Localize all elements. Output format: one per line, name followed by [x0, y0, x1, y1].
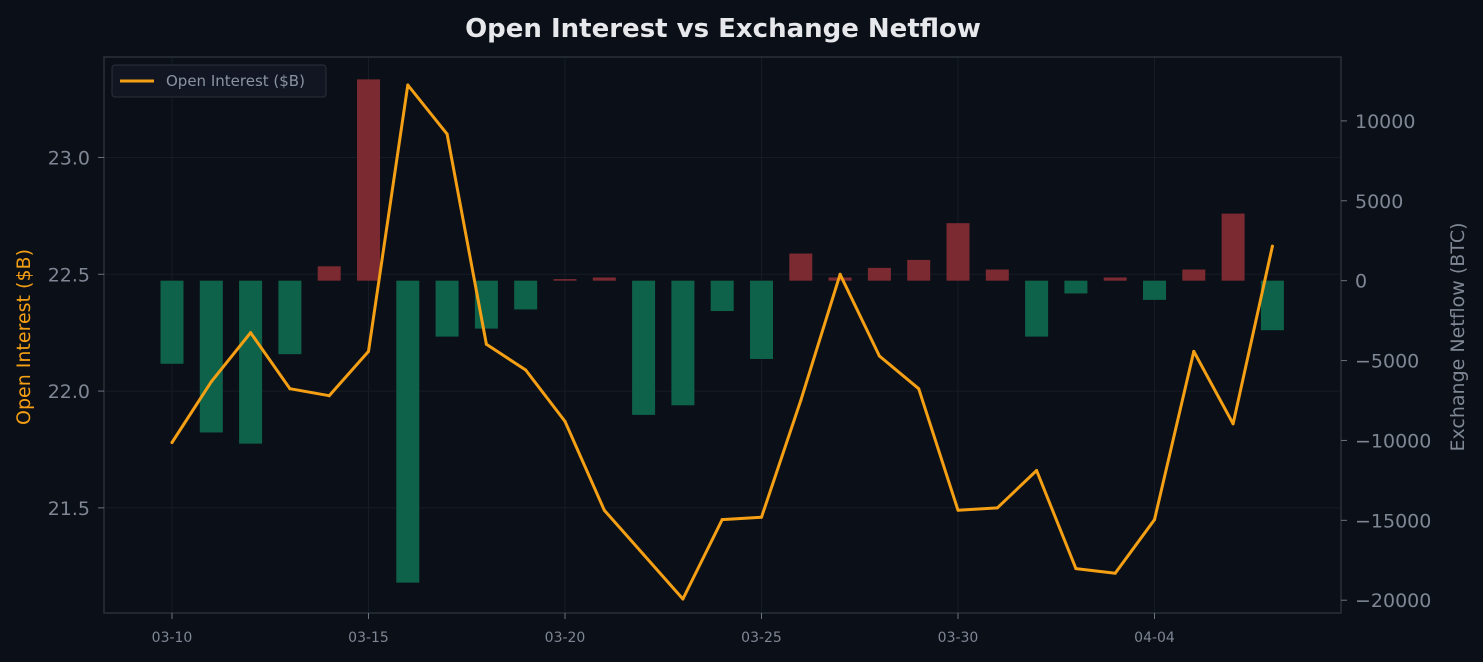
open-interest-point: [563, 419, 567, 423]
open-interest-point: [1153, 518, 1156, 522]
open-interest-point: [799, 398, 803, 402]
left-tick-label: 21.5: [48, 498, 90, 520]
legend: Open Interest ($B): [111, 64, 327, 98]
open-interest-point: [288, 387, 292, 391]
open-interest-point: [249, 331, 253, 335]
netflow-bar: [592, 277, 616, 281]
left-tick-label: 22.5: [48, 264, 90, 286]
netflow-bar: [317, 266, 341, 281]
x-axis: 03-10 03-15 03-20 03-25 03-30 04-04: [152, 613, 1175, 646]
open-interest-point: [1074, 567, 1078, 571]
netflow-bar: [1182, 269, 1206, 281]
open-interest-point: [956, 508, 960, 512]
legend-box: [111, 64, 327, 98]
open-interest-point: [170, 440, 174, 444]
open-interest-point: [327, 394, 331, 398]
netflow-bar: [199, 280, 223, 433]
right-tick-label: 10000: [1355, 111, 1415, 133]
x-tick-label: 03-10: [152, 630, 193, 646]
open-interest-series: [170, 83, 1274, 601]
netflow-bar: [1143, 280, 1166, 300]
left-axis: 21.5 22.0 22.5 23.0: [48, 147, 104, 520]
open-interest-point: [642, 553, 646, 557]
x-tick-label: 03-25: [741, 630, 782, 646]
x-tick-label: 04-04: [1134, 630, 1175, 646]
open-interest-point: [484, 342, 488, 346]
open-interest-point: [445, 132, 449, 136]
netflow-bar: [1064, 280, 1088, 294]
netflow-bar: [671, 280, 695, 406]
x-tick-label: 03-15: [348, 630, 389, 646]
netflow-bar: [239, 280, 263, 444]
left-tick-label: 23.0: [48, 147, 90, 169]
netflow-bar: [946, 223, 970, 281]
right-tick-label: −10000: [1355, 430, 1431, 452]
netflow-bar: [160, 280, 184, 364]
netflow-bar: [278, 280, 302, 355]
open-interest-point: [681, 597, 685, 601]
open-interest-point: [760, 515, 763, 519]
open-interest-point: [1270, 244, 1274, 248]
chart-title: Open Interest vs Exchange Netflow: [465, 14, 981, 44]
open-interest-point: [602, 508, 606, 512]
netflow-bar: [632, 280, 656, 415]
open-interest-point: [1035, 468, 1039, 472]
right-tick-label: −15000: [1355, 510, 1431, 532]
netflow-bar: [553, 279, 577, 281]
open-interest-point: [406, 83, 410, 87]
x-tick-label: 03-20: [545, 630, 586, 646]
netflow-bar: [1260, 280, 1284, 331]
netflow-bar: [789, 253, 813, 281]
right-axis-label: Exchange Netflow (BTC): [1447, 222, 1469, 451]
netflow-bar: [867, 267, 891, 281]
open-interest-point: [995, 506, 999, 510]
open-interest-point: [1231, 422, 1235, 426]
open-interest-point: [877, 354, 881, 358]
right-tick-label: 5000: [1355, 191, 1403, 213]
open-interest-point: [917, 387, 921, 391]
open-interest-point: [367, 349, 370, 353]
open-interest-point: [838, 272, 842, 276]
netflow-bar: [1025, 280, 1049, 337]
plot-frame: [103, 56, 1342, 614]
netflow-bar: [750, 280, 773, 359]
netflow-bar: [514, 280, 538, 310]
netflow-bar: [396, 280, 420, 583]
legend-label: Open Interest ($B): [166, 72, 305, 90]
netflow-bar: [435, 280, 459, 337]
right-tick-label: −20000: [1355, 590, 1431, 612]
x-tick-label: 03-30: [938, 630, 979, 646]
open-interest-point: [524, 368, 528, 372]
right-axis: −20000 −15000 −10000 −5000 0 5000 10000: [1341, 111, 1431, 612]
right-tick-label: 0: [1355, 271, 1367, 293]
netflow-bars: [160, 79, 1284, 583]
left-axis-label: Open Interest ($B): [13, 249, 35, 425]
netflow-bar: [985, 269, 1009, 281]
left-tick-label: 22.0: [48, 381, 90, 403]
netflow-bar: [710, 280, 734, 312]
open-interest-point: [1192, 349, 1196, 353]
open-interest-point: [720, 518, 724, 522]
netflow-bar: [907, 259, 931, 281]
right-tick-label: −5000: [1355, 351, 1419, 373]
open-interest-point: [209, 380, 213, 384]
netflow-bar: [1103, 277, 1127, 281]
netflow-bar: [357, 79, 380, 281]
open-interest-point: [1113, 571, 1117, 575]
netflow-bar: [1221, 213, 1245, 281]
